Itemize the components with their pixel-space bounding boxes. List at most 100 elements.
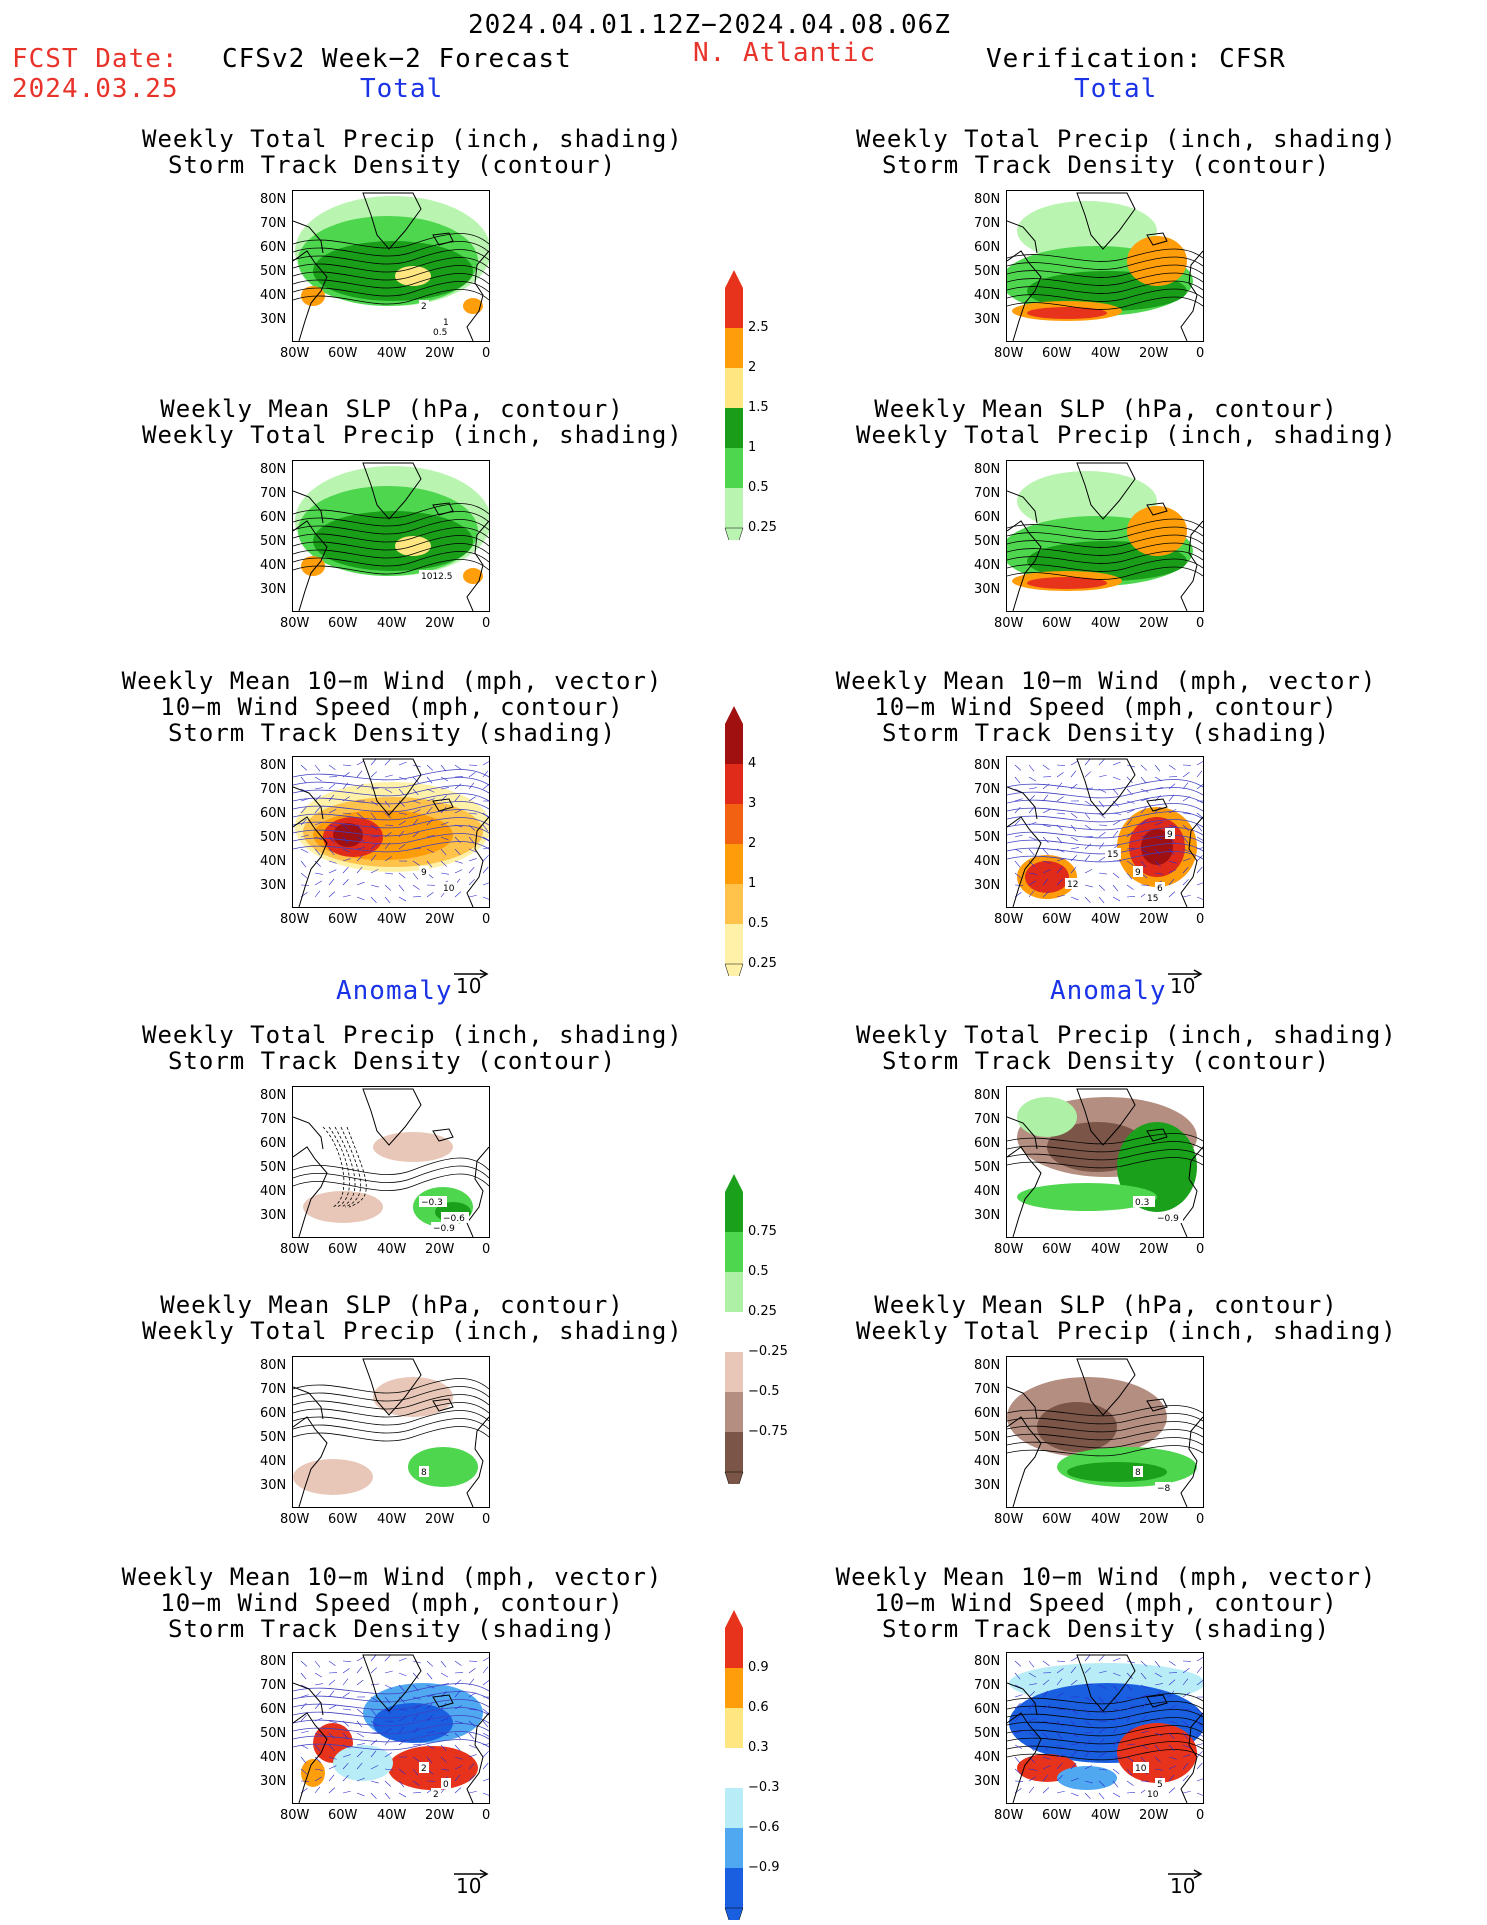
contour-label: 6 (1155, 882, 1165, 894)
lat-tick-label: 70N (974, 1678, 1001, 1693)
lon-tick-label: 0 (1196, 912, 1205, 927)
lon-tick-label: 60W (1042, 346, 1072, 361)
contour-label: 12 (1065, 878, 1081, 890)
svg-text:9: 9 (1135, 868, 1141, 878)
lon-tick-label: 40W (377, 346, 407, 361)
contour-label: 0 (441, 1778, 451, 1790)
lat-tick-label: 80N (260, 462, 287, 477)
lat-tick-label: 60N (260, 806, 287, 821)
vector-reference-label: 10 (1170, 974, 1196, 998)
lat-tick-label: 50N (260, 534, 287, 549)
lon-tick-label: 20W (1139, 346, 1169, 361)
vector-reference-label: 10 (1170, 1874, 1196, 1898)
lat-tick-label: 40N (260, 854, 287, 869)
contour-label: 9 (1165, 828, 1175, 840)
panel-title: Weekly Mean SLP (hPa, contour) Weekly Tot… (856, 395, 1397, 449)
lat-tick-label: 30N (260, 582, 287, 597)
fcst-date-value: 2024.03.25 (12, 74, 179, 104)
colorbar-track-total: 4 3 2 1 0.5 0.25 (724, 706, 777, 993)
colorbar-label: −0.25 (748, 1344, 788, 1359)
vector-reference-arrow: 10 (1166, 1864, 1206, 1898)
lat-tick-label: 70N (974, 1382, 1001, 1397)
verification-label: Verification: CFSR (986, 44, 1286, 74)
colorbar-label: 2 (748, 836, 757, 851)
lat-tick-label: 40N (974, 854, 1001, 869)
colorbar-swatch (725, 1828, 743, 1868)
lon-tick-label: 40W (1091, 346, 1121, 361)
svg-text:2: 2 (421, 1764, 427, 1774)
lon-tick-label: 60W (328, 1242, 358, 1257)
colorbar-swatch (725, 1192, 743, 1232)
contour-label: −0.6 (441, 1212, 469, 1224)
panel-title: Weekly Total Precip (inch, shading) Storm… (856, 125, 1397, 179)
lat-tick-label: 40N (260, 288, 287, 303)
colorbar-precip-anomaly: 0.75 0.5 0.25 −0.25 −0.5 −0.75 (724, 1174, 788, 1501)
panel-title: Weekly Total Precip (inch, shading) Storm… (142, 1021, 683, 1075)
lat-tick-label: 40N (974, 558, 1001, 573)
colorbar-swatch (725, 1748, 743, 1788)
contour-label: 2 (419, 1762, 429, 1774)
lat-tick-label: 70N (260, 486, 287, 501)
colorbar-label: 0.6 (748, 1700, 769, 1715)
colorbar-precip-total: 2.5 2 1.5 1 0.5 0.25 (724, 270, 777, 557)
lat-tick-label: 60N (260, 510, 287, 525)
colorbar-label: −0.3 (748, 1780, 780, 1795)
lon-tick-label: 60W (328, 1808, 358, 1823)
lon-tick-label: 20W (1139, 1242, 1169, 1257)
lat-tick-label: 30N (260, 1208, 287, 1223)
lon-tick-label: 80W (994, 912, 1024, 927)
map-fc-slp-precip-total: 1012.5 (292, 460, 490, 612)
lon-tick-label: 20W (1139, 1512, 1169, 1527)
contour-label: 9 (1133, 866, 1143, 878)
lat-tick-label: 60N (974, 510, 1001, 525)
colorbar-swatch (725, 488, 743, 528)
lon-tick-label: 0 (482, 346, 491, 361)
lat-tick-label: 70N (974, 486, 1001, 501)
lat-tick-label: 70N (974, 782, 1001, 797)
svg-text:10: 10 (443, 884, 455, 894)
lat-tick-label: 50N (260, 830, 287, 845)
colorbar-label: 1 (748, 876, 757, 891)
colorbar-label: 0.25 (748, 520, 777, 535)
colorbar-label: −0.9 (748, 1860, 780, 1875)
svg-text:9: 9 (421, 868, 427, 878)
arrow-icon (454, 1869, 489, 1879)
lon-tick-label: 60W (328, 912, 358, 927)
colorbar-label: 0.5 (748, 916, 769, 931)
lon-tick-label: 60W (1042, 1512, 1072, 1527)
lon-tick-label: 20W (425, 912, 455, 927)
lat-tick-label: 60N (260, 1406, 287, 1421)
contour-label: 15 (1145, 892, 1161, 904)
lon-tick-label: 0 (1196, 346, 1205, 361)
lat-tick-label: 80N (260, 1358, 287, 1373)
colorbar-label: 1.5 (748, 400, 769, 415)
contour-label: 1012.5 (419, 570, 459, 582)
map-ver-precip-track-anom: 0.3 −0.9 (1006, 1086, 1204, 1238)
lon-tick-label: 80W (280, 1512, 310, 1527)
lat-tick-label: 60N (974, 240, 1001, 255)
lat-tick-label: 30N (260, 1774, 287, 1789)
lon-tick-label: 0 (1196, 1808, 1205, 1823)
contour-label: 10 (441, 882, 457, 894)
colorbar-label: 0.9 (748, 1660, 769, 1675)
lat-tick-label: 30N (260, 1478, 287, 1493)
colorbar-swatch (725, 328, 743, 368)
colorbar-label: 0.3 (748, 1740, 769, 1755)
lat-tick-label: 80N (974, 462, 1001, 477)
lat-tick-label: 70N (260, 216, 287, 231)
lon-tick-label: 60W (1042, 1242, 1072, 1257)
contour-label: 5 (1155, 1778, 1165, 1790)
lat-tick-label: 80N (260, 758, 287, 773)
lat-tick-label: 50N (974, 264, 1001, 279)
lat-tick-label: 50N (260, 1160, 287, 1175)
colorbar-swatch (725, 1432, 743, 1472)
colorbar-label: 1 (748, 440, 757, 455)
lon-tick-label: 40W (377, 1808, 407, 1823)
svg-text:15: 15 (1107, 850, 1118, 860)
colorbar-swatch (725, 1868, 743, 1908)
colorbar-swatch (725, 408, 743, 448)
colorbar-label: 0.5 (748, 480, 769, 495)
date-range-title: 2024.04.01.12Z−2024.04.08.06Z (468, 10, 951, 40)
contour-label: 1 (441, 316, 451, 328)
lon-tick-label: 20W (425, 1808, 455, 1823)
